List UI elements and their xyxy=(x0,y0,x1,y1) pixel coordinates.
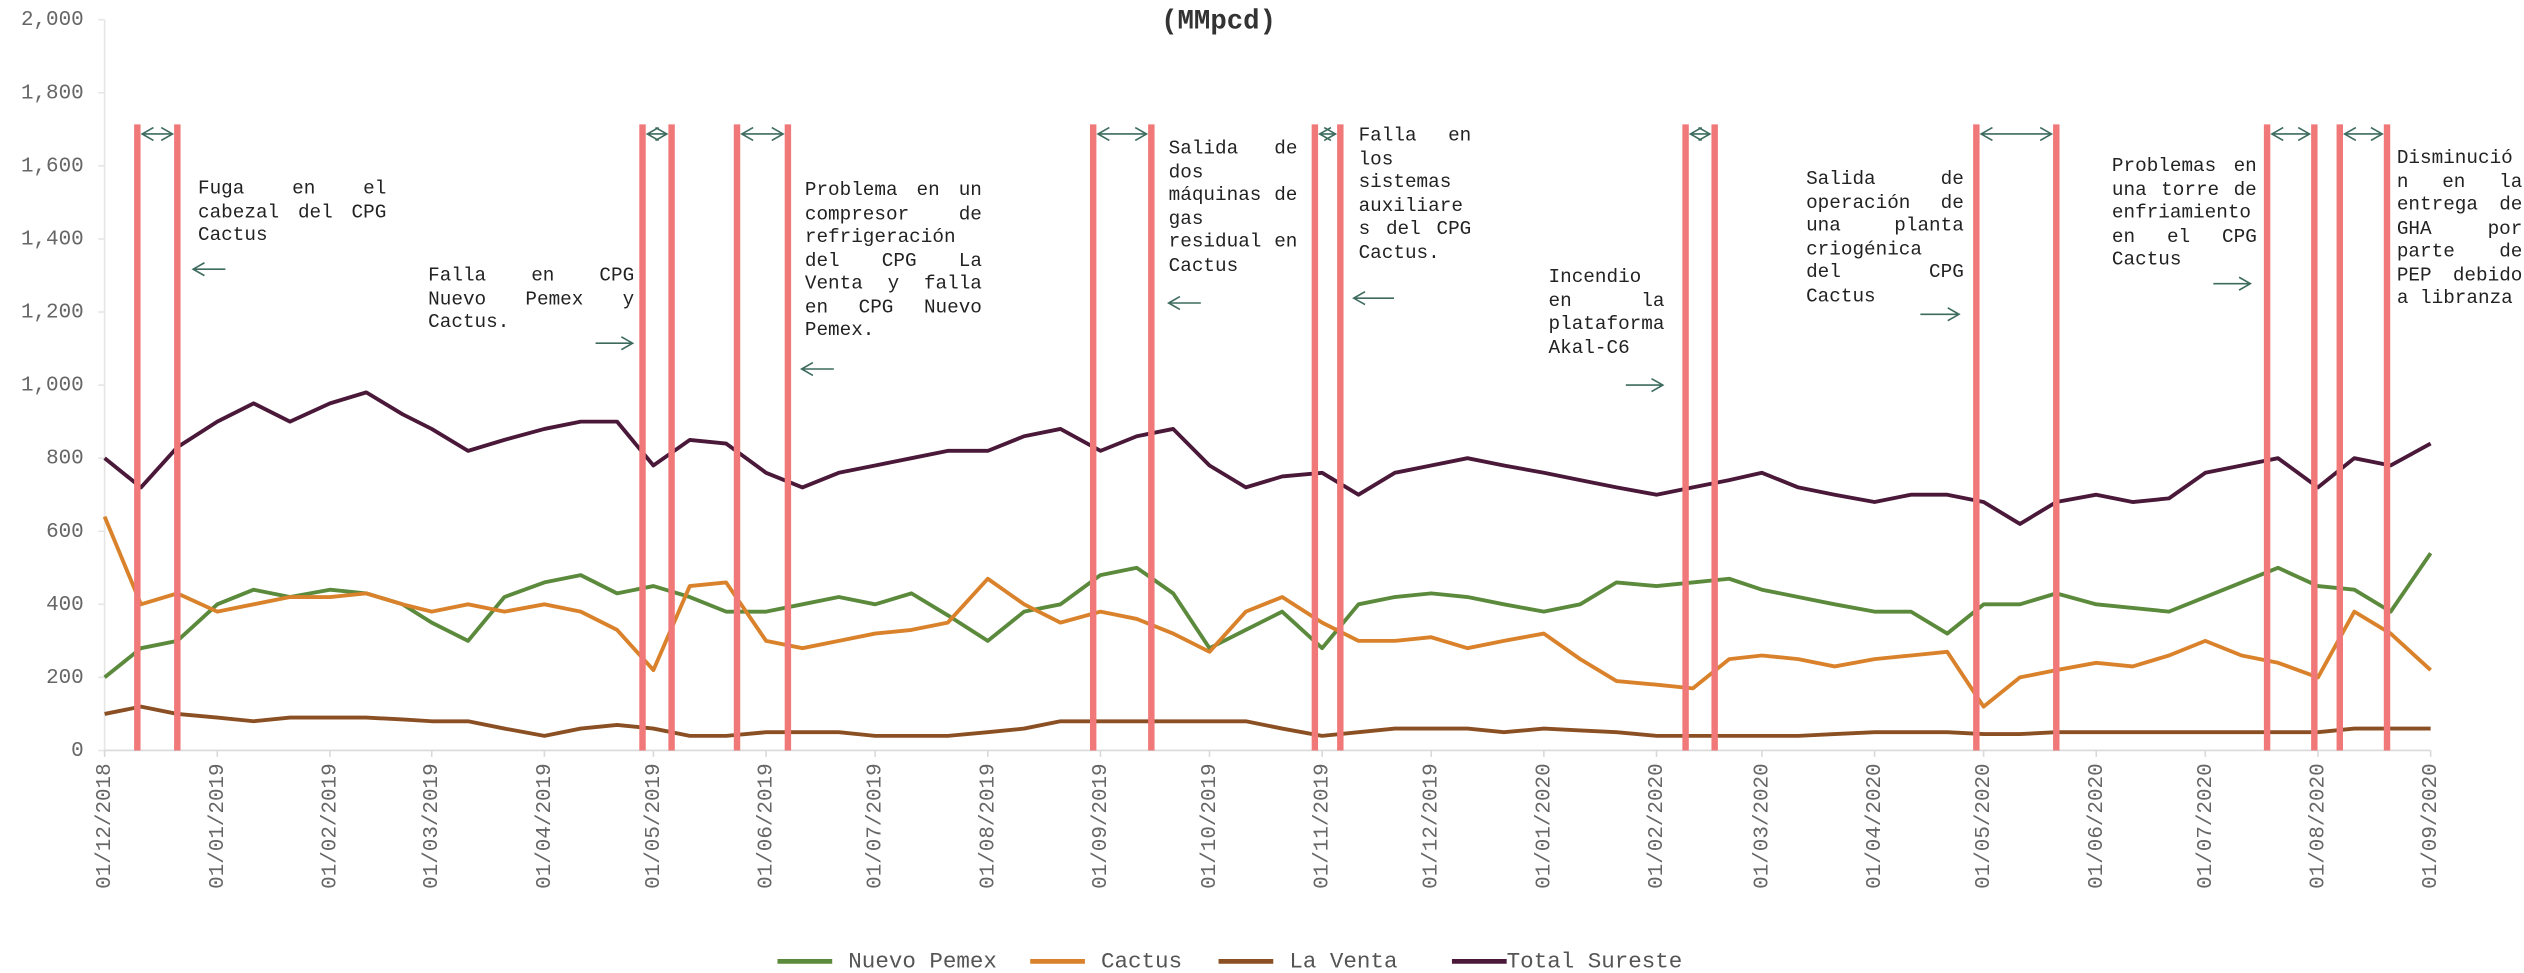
annotation-box: Disminución en la entrega de GHA por par… xyxy=(2396,146,2523,310)
arrow-head xyxy=(2370,126,2384,142)
arrow-head xyxy=(1134,126,1149,142)
x-tick-label: 01/01/2020 xyxy=(1533,763,1556,888)
series-line xyxy=(103,552,2433,679)
x-tick-label: 01/04/2019 xyxy=(534,763,557,888)
y-tick-label: 800 xyxy=(46,448,84,471)
x-tick-label: 01/06/2020 xyxy=(2086,763,2109,888)
arrow-head xyxy=(1947,307,1961,322)
arrow-head xyxy=(655,126,669,142)
arrow-head xyxy=(2342,126,2357,142)
arrow-head xyxy=(2039,126,2054,142)
arrow-head xyxy=(1167,295,1181,311)
arrow-head xyxy=(771,126,785,142)
annotation: Problema en un compresor de refrigeració… xyxy=(804,179,982,342)
arrow-head xyxy=(1698,126,1712,142)
series-line xyxy=(104,704,2431,738)
annotation: Disminución en la entrega de GHA por par… xyxy=(2396,146,2523,310)
y-tick-label: 0 xyxy=(71,740,84,763)
y-tick-label: 600 xyxy=(46,521,84,544)
arrow-head xyxy=(1688,126,1703,142)
series-line xyxy=(103,390,2432,526)
legend-label: La Venta xyxy=(1289,948,1397,973)
x-tick-label: 01/01/2019 xyxy=(207,763,230,888)
arrow-head xyxy=(191,262,205,277)
arrow-head xyxy=(620,336,635,351)
annotation: Falla en CPG Nuevo Pemex y Cactus. xyxy=(428,264,635,334)
legend-label: Nuevo Pemex xyxy=(848,948,997,973)
x-tick-label: 01/02/2020 xyxy=(1646,763,1669,888)
arrow-head xyxy=(2270,126,2284,142)
arrow-head xyxy=(1352,291,1366,306)
x-tick-label: 01/04/2020 xyxy=(1864,763,1887,888)
arrow-head xyxy=(645,126,660,142)
y-tick-label: 2,000 xyxy=(21,9,84,32)
y-tick-label: 200 xyxy=(46,667,84,690)
y-tick-label: 1,200 xyxy=(21,302,84,325)
arrow-head xyxy=(740,126,754,142)
y-tick-label: 1,000 xyxy=(21,375,84,398)
x-tick-label: 01/08/2020 xyxy=(2308,763,2331,888)
annotation-box: Falla en CPG Nuevo Pemex y Cactus. xyxy=(428,264,635,334)
x-tick-label: 01/12/2019 xyxy=(1421,763,1444,888)
annotation: Fuga en el cabezal del CPG Cactus xyxy=(197,177,387,247)
legend-label: Total Sureste xyxy=(1507,948,1683,973)
x-tick-label: 01/10/2019 xyxy=(1199,763,1222,888)
arrow-head xyxy=(1323,126,1338,142)
chart-title: (MMpcd) xyxy=(1161,7,1276,38)
x-tick-label: 01/12/2018 xyxy=(94,763,117,888)
arrow-head xyxy=(140,126,154,142)
x-tick-label: 01/09/2019 xyxy=(1090,763,1113,888)
x-tick-label: 01/07/2019 xyxy=(865,763,888,888)
x-tick-label: 01/05/2020 xyxy=(1973,763,1996,888)
x-tick-label: 01/03/2020 xyxy=(1751,763,1774,888)
arrow-head xyxy=(160,126,175,142)
x-tick-label: 01/05/2019 xyxy=(643,763,666,888)
x-tick-label: 01/11/2019 xyxy=(1312,763,1335,888)
series-line xyxy=(102,515,2432,709)
x-tick-label: 01/06/2019 xyxy=(756,763,779,888)
annotation-box: Incendio en la plataforma Akal-C6 xyxy=(1548,265,1665,359)
arrow-head xyxy=(2297,126,2312,142)
arrow-head xyxy=(1979,126,1993,142)
annotation-box: Salida de operación de una planta criogé… xyxy=(1806,167,1964,308)
arrow-head xyxy=(1096,126,1110,142)
x-tick-label: 01/09/2020 xyxy=(2420,763,2443,888)
arrow-head xyxy=(800,361,814,377)
y-tick-label: 400 xyxy=(46,594,84,617)
y-tick-label: 1,400 xyxy=(21,228,84,251)
arrow-head xyxy=(2238,276,2252,291)
annotation-box: Problemas en una torre de enfriamiento e… xyxy=(2111,154,2257,271)
y-tick-label: 1,800 xyxy=(21,82,84,105)
annotation: Incendio en la plataforma Akal-C6 xyxy=(1548,265,1665,359)
legend-label: Cactus xyxy=(1101,948,1182,973)
x-tick-label: 01/02/2019 xyxy=(319,763,342,888)
annotation: Salida de dos máquinas de gas residual e… xyxy=(1168,137,1298,277)
annotation-box: Salida de dos máquinas de gas residual e… xyxy=(1168,137,1298,277)
y-tick-label: 1,600 xyxy=(21,155,84,178)
x-tick-label: 01/07/2020 xyxy=(2195,763,2218,888)
annotation: Problemas en una torre de enfriamiento e… xyxy=(2111,154,2257,271)
annotation-box: Problema en un compresor de refrigeració… xyxy=(804,179,982,342)
annotation-box: Falla en los sistemas auxiliares del CPG… xyxy=(1358,124,1472,264)
x-tick-label: 01/08/2019 xyxy=(977,763,1000,888)
annotation-box: Fuga en el cabezal del CPG Cactus xyxy=(197,177,387,247)
arrow-head xyxy=(1651,377,1665,393)
annotation: Salida de operación de una planta criogé… xyxy=(1806,167,1964,308)
x-tick-label: 01/03/2019 xyxy=(421,763,444,888)
annotation: Falla en los sistemas auxiliares del CPG… xyxy=(1358,124,1472,264)
